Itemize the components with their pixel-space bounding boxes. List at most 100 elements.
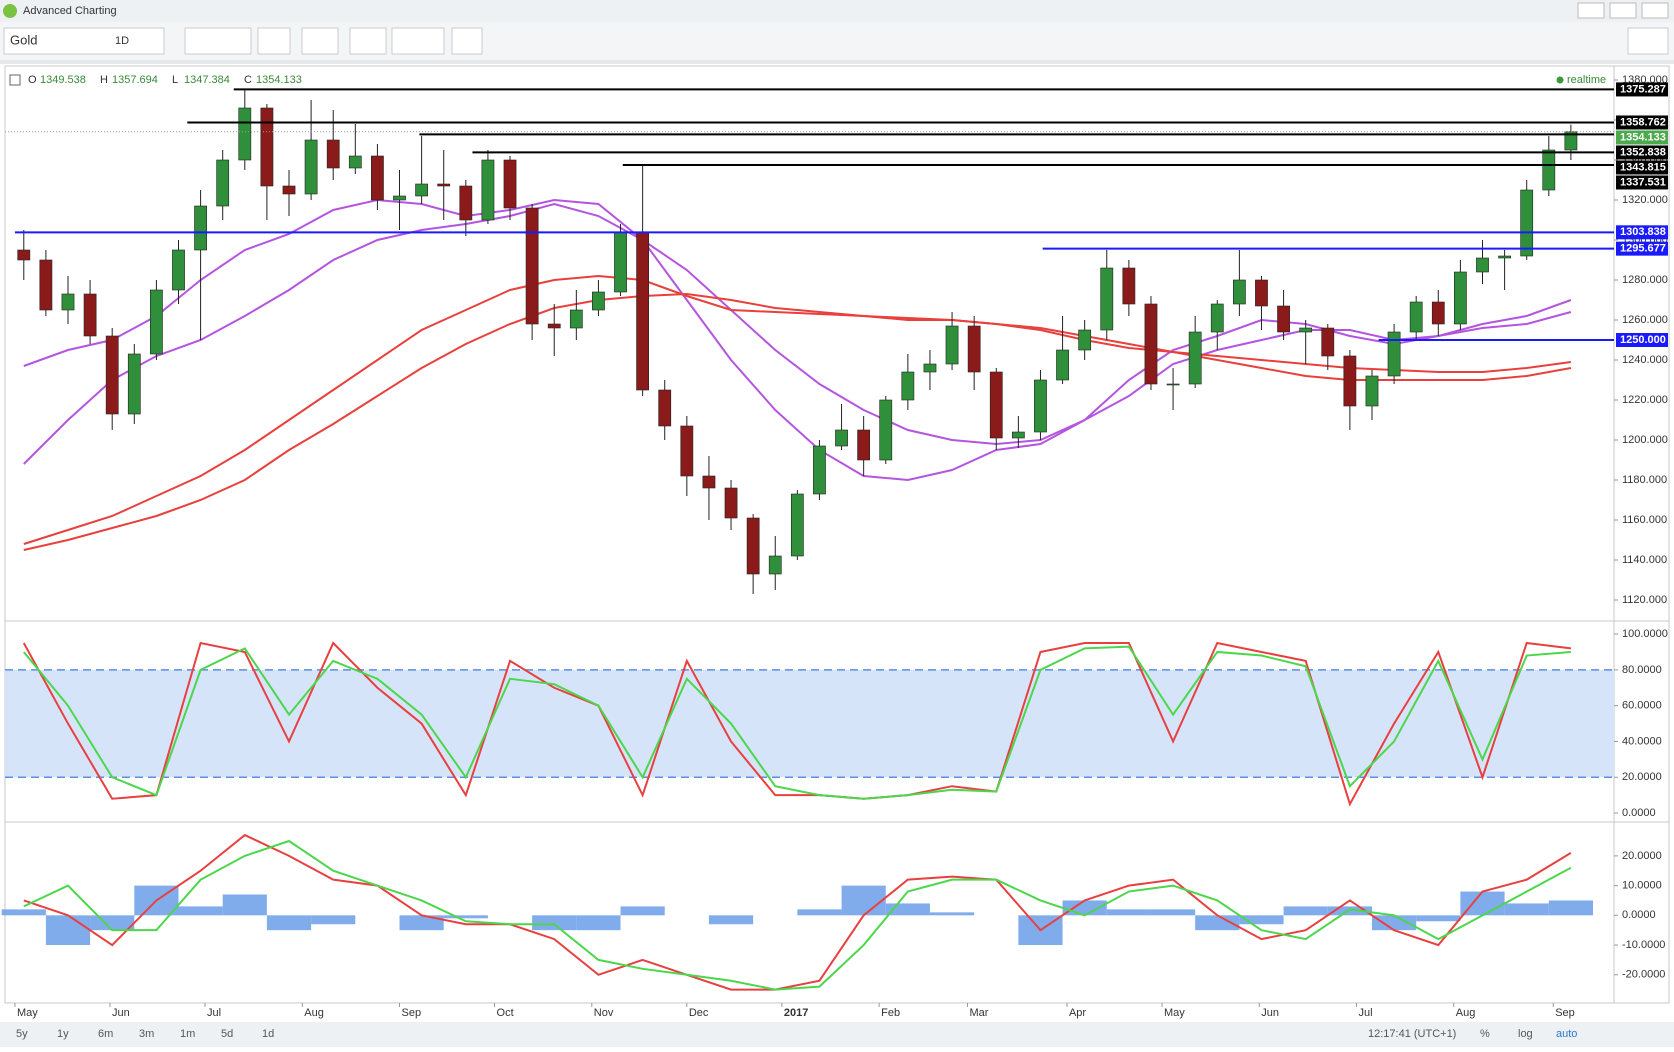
x-tick-label: 2017 xyxy=(784,1007,808,1019)
candle-body xyxy=(945,325,959,365)
legend-key: C xyxy=(244,74,252,86)
range-button[interactable]: 1y xyxy=(57,1028,69,1040)
compare-button[interactable] xyxy=(349,27,387,55)
candle-body xyxy=(1011,431,1025,439)
undo-redo-button[interactable] xyxy=(391,27,445,55)
candle-body xyxy=(1299,327,1313,333)
level-label: 1337.531 xyxy=(1620,176,1666,188)
candle-body xyxy=(1232,279,1246,305)
legend-key: O xyxy=(28,74,37,86)
candle-body xyxy=(547,323,561,329)
scale-button[interactable]: % xyxy=(1480,1028,1490,1040)
x-tick-label: Feb xyxy=(881,1007,900,1019)
candle-body xyxy=(282,185,296,195)
settings-button[interactable] xyxy=(257,27,291,55)
legend-value: 1354.133 xyxy=(256,74,302,86)
level-label-box xyxy=(1616,130,1668,145)
candle-body xyxy=(238,107,252,161)
candle-body xyxy=(525,207,539,325)
legend-value: 1347.384 xyxy=(184,74,230,86)
candle-body xyxy=(61,293,75,311)
layout-button[interactable] xyxy=(1627,27,1669,55)
candle-body xyxy=(1321,327,1335,357)
candle-body xyxy=(415,183,428,197)
candle-body xyxy=(1166,383,1180,386)
level-label: 1358.762 xyxy=(1620,116,1666,128)
clock: 12:17:41 (UTC+1) xyxy=(1368,1028,1456,1040)
x-tick-label: Dec xyxy=(689,1007,709,1019)
x-tick-label: Jul xyxy=(207,1007,221,1019)
histogram-bar xyxy=(1327,906,1372,916)
status-dot xyxy=(1556,76,1564,84)
y-tick-label: 1140.000 xyxy=(1622,554,1667,566)
range-button[interactable]: 6m xyxy=(98,1028,113,1040)
indicator-line xyxy=(23,274,1572,545)
x-tick-label: Sep xyxy=(402,1007,422,1019)
range-button[interactable]: 5y xyxy=(16,1028,28,1040)
histogram-bar xyxy=(1150,909,1196,916)
candle-body xyxy=(879,399,893,461)
range-button[interactable]: 5d xyxy=(221,1028,233,1040)
y-tick-label: 60.0000 xyxy=(1622,700,1662,712)
interval[interactable]: 1D xyxy=(115,35,129,47)
chart-type-button[interactable] xyxy=(184,27,252,55)
candle-body xyxy=(901,371,915,401)
candle-body xyxy=(1255,279,1268,307)
symbol[interactable]: Gold xyxy=(10,32,37,47)
histogram-bar xyxy=(1106,909,1151,916)
histogram-bar xyxy=(399,915,444,931)
histogram-bar xyxy=(708,915,754,925)
x-tick-label: Jun xyxy=(112,1007,130,1019)
symbol-box[interactable] xyxy=(3,27,165,55)
y-tick-label: 0.0000 xyxy=(1622,909,1656,921)
scale-button[interactable]: log xyxy=(1518,1028,1533,1040)
minimize-button[interactable] xyxy=(1577,2,1605,19)
candle-body xyxy=(1542,149,1556,191)
candle-body xyxy=(1498,255,1511,259)
indicator-line xyxy=(23,292,1572,551)
candle-body xyxy=(1564,131,1578,151)
candle-body xyxy=(481,159,495,221)
x-tick-label: May xyxy=(1164,1007,1185,1019)
range-button[interactable]: 1d xyxy=(262,1028,274,1040)
candle-body xyxy=(216,159,230,207)
histogram-bar xyxy=(1371,915,1417,931)
status: realtime xyxy=(1567,74,1606,86)
candle-body xyxy=(768,555,782,575)
histogram-bar xyxy=(1195,915,1240,931)
candle-body xyxy=(1277,305,1290,333)
restore-button[interactable] xyxy=(1609,2,1637,19)
level-label: 1295.677 xyxy=(1620,243,1666,255)
candle-body xyxy=(1034,379,1047,433)
level-label: 1375.287 xyxy=(1620,83,1666,95)
histogram-bar xyxy=(1239,915,1284,925)
y-tick-label: 100.0000 xyxy=(1622,628,1668,640)
candle-body xyxy=(746,517,760,575)
range-button[interactable]: 1m xyxy=(180,1028,195,1040)
close-button[interactable] xyxy=(1641,2,1669,19)
fullscreen-button[interactable] xyxy=(451,27,483,55)
histogram-bar xyxy=(532,915,577,931)
histogram-bar xyxy=(841,885,886,916)
candle-body xyxy=(150,289,163,355)
scale-button[interactable]: auto xyxy=(1556,1028,1577,1040)
y-tick-label: -10.0000 xyxy=(1622,939,1665,951)
panel-frame xyxy=(4,65,1670,622)
indicators-button[interactable] xyxy=(301,27,339,55)
y-tick-label: 1240.000 xyxy=(1622,354,1668,366)
level-label-box xyxy=(1616,225,1668,240)
histogram-bar xyxy=(885,903,930,916)
level-label: 1250.000 xyxy=(1620,334,1666,346)
legend-key: H xyxy=(100,74,108,86)
y-tick-label: 0.0000 xyxy=(1622,807,1656,819)
candle-body xyxy=(348,155,362,169)
y-tick-label: 40.0000 xyxy=(1622,735,1662,747)
y-tick-label: -20.0000 xyxy=(1622,969,1665,981)
level-label: 1303.838 xyxy=(1620,226,1666,238)
candle-body xyxy=(1409,301,1423,333)
candle-body xyxy=(680,425,694,477)
histogram-bar xyxy=(797,909,842,916)
y-tick-label: 1200.000 xyxy=(1622,434,1668,446)
candle-body xyxy=(1454,271,1467,325)
range-button[interactable]: 3m xyxy=(139,1028,154,1040)
